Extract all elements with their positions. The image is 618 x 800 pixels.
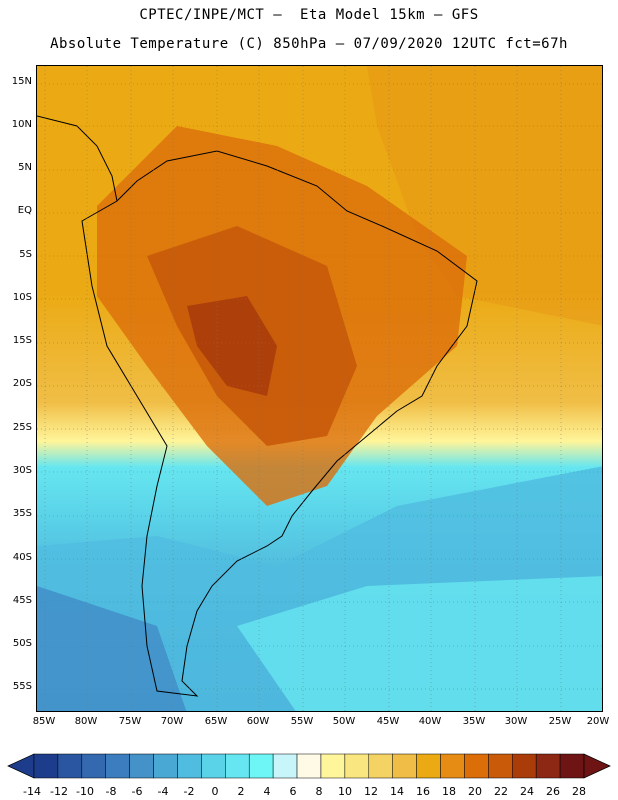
colorbar-swatch <box>177 753 202 779</box>
colorbar-label: 18 <box>442 785 456 798</box>
lat-label: 10S <box>12 292 32 303</box>
colorbar-label: 2 <box>237 785 245 798</box>
lon-label: 30W <box>504 716 528 727</box>
lon-label: 65W <box>204 716 228 727</box>
lat-label: 15N <box>11 76 32 87</box>
colorbar-swatch <box>559 753 585 779</box>
lat-label: 55S <box>12 681 32 692</box>
colorbar-swatch <box>272 753 298 779</box>
lon-label: 20W <box>586 716 610 727</box>
colorbar-label: 22 <box>494 785 508 798</box>
title-line-2: Absolute Temperature (C) 850hPa – 07/09/… <box>50 36 568 52</box>
colorbar-swatches <box>33 753 585 779</box>
lat-label: 5N <box>18 162 32 173</box>
colorbar-swatch <box>535 753 561 779</box>
central-america-coastline <box>37 115 118 202</box>
colorbar-swatch <box>33 753 59 779</box>
lat-label: 20S <box>12 378 32 389</box>
lon-label: 25W <box>548 716 572 727</box>
lat-label: 45S <box>12 595 32 606</box>
lon-label: 35W <box>462 716 486 727</box>
colorbar-max-arrow <box>583 753 611 779</box>
lat-label: 5S <box>19 249 32 260</box>
colorbar-swatch <box>153 753 178 779</box>
lat-label: EQ <box>17 205 32 216</box>
colorbar-label: -4 <box>157 785 169 798</box>
colorbar-label: 0 <box>211 785 219 798</box>
colorbar-swatch <box>440 753 465 779</box>
lon-label: 70W <box>160 716 184 727</box>
colorbar-swatch <box>464 753 489 779</box>
southwest-cold-zone <box>37 586 187 711</box>
lat-label: 50S <box>12 638 32 649</box>
colorbar-swatch <box>296 753 322 779</box>
colorbar-label: 12 <box>364 785 378 798</box>
colorbar-swatch <box>488 753 513 779</box>
colorbar-swatch <box>201 753 226 779</box>
colorbar-label: 16 <box>416 785 430 798</box>
lat-label: 10N <box>11 119 32 130</box>
colorbar-label: -12 <box>50 785 68 798</box>
colorbar-label: 28 <box>572 785 586 798</box>
lon-label: 80W <box>74 716 98 727</box>
colorbar-label: -8 <box>105 785 117 798</box>
colorbar-label: -6 <box>131 785 143 798</box>
lon-label: 75W <box>118 716 142 727</box>
colorbar-label: -2 <box>183 785 195 798</box>
colorbar-swatch <box>105 753 130 779</box>
colorbar-label: 24 <box>520 785 534 798</box>
colorbar-min-arrow <box>7 753 35 779</box>
lon-label: 50W <box>332 716 356 727</box>
lat-label: 15S <box>12 335 32 346</box>
colorbar-label: -14 <box>23 785 41 798</box>
colorbar-label: 4 <box>263 785 271 798</box>
lat-label: 25S <box>12 422 32 433</box>
lon-label: 60W <box>246 716 270 727</box>
colorbar-swatch <box>248 753 274 779</box>
colorbar-swatch <box>344 753 370 779</box>
colorbar <box>7 753 611 779</box>
colorbar-label: 10 <box>338 785 352 798</box>
north-ocean-warm-zone <box>367 66 602 326</box>
colorbar-swatch <box>81 753 106 779</box>
lat-label: 40S <box>12 552 32 563</box>
colorbar-label: -10 <box>76 785 94 798</box>
lon-label: 40W <box>418 716 442 727</box>
temperature-map <box>36 65 603 712</box>
colorbar-swatch <box>225 753 250 779</box>
lon-label: 85W <box>32 716 56 727</box>
far-south-cyan-zone <box>237 576 602 711</box>
colorbar-swatch <box>129 753 154 779</box>
colorbar-label: 20 <box>468 785 482 798</box>
colorbar-label: 8 <box>315 785 323 798</box>
colorbar-label: 6 <box>289 785 297 798</box>
lat-gridlines <box>37 83 602 690</box>
coastline <box>81 150 478 697</box>
lat-label: 30S <box>12 465 32 476</box>
colorbar-label: 14 <box>390 785 404 798</box>
continent-hottest-core <box>187 296 277 396</box>
colorbar-swatch <box>392 753 417 779</box>
colorbar-swatch <box>57 753 83 779</box>
colorbar-swatch <box>368 753 393 779</box>
colorbar-swatch <box>320 753 346 779</box>
colorbar-label: 26 <box>546 785 560 798</box>
title-line-1: CPTEC/INPE/MCT – Eta Model 15km – GFS <box>139 7 479 23</box>
colorbar-swatch <box>416 753 441 779</box>
lat-label: 35S <box>12 508 32 519</box>
lon-label: 45W <box>376 716 400 727</box>
colorbar-swatch <box>512 753 537 779</box>
lon-label: 55W <box>290 716 314 727</box>
